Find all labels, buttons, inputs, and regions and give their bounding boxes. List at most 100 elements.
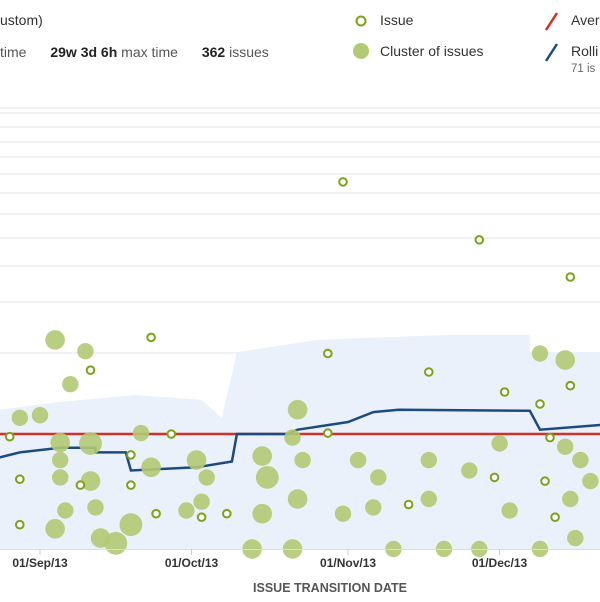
issue-point xyxy=(166,429,177,439)
cluster-point xyxy=(52,469,69,486)
cluster-point xyxy=(287,399,308,420)
issue-point xyxy=(540,476,550,486)
cluster-point xyxy=(531,540,549,558)
stats-row: time 29w 3d 6h max time 362 issues xyxy=(0,44,269,60)
issue-point xyxy=(75,480,86,490)
issue-point xyxy=(403,499,414,510)
issue-point xyxy=(151,508,161,519)
legend-cluster[interactable]: Cluster of issues xyxy=(380,43,483,59)
legend-rolling-icon xyxy=(544,43,559,62)
cluster-point xyxy=(50,432,70,453)
x-axis-title: ISSUE TRANSITION DATE xyxy=(253,581,407,595)
x-tick-label: 01/Nov/13 xyxy=(320,556,376,570)
issue-point xyxy=(4,431,15,442)
issue-point xyxy=(196,512,207,523)
cluster-point xyxy=(141,457,161,478)
cluster-point xyxy=(334,505,352,522)
cluster-point xyxy=(45,519,65,539)
cluster-point xyxy=(57,502,74,519)
cluster-point xyxy=(242,539,262,559)
issue-point xyxy=(535,399,545,409)
x-tick-label: 01/Oct/13 xyxy=(165,556,219,570)
cluster-point xyxy=(531,345,549,362)
issue-point xyxy=(338,177,348,187)
cluster-point xyxy=(52,451,69,469)
cluster-point xyxy=(471,540,488,558)
cluster-point xyxy=(567,529,584,547)
issue-point xyxy=(424,367,434,377)
issue-point xyxy=(474,235,485,245)
cluster-point xyxy=(572,451,589,469)
cluster-point xyxy=(193,493,210,510)
legend-average-label: Aver xyxy=(571,12,600,28)
cluster-point xyxy=(420,451,437,469)
cluster-point xyxy=(557,438,574,455)
cluster-point xyxy=(119,513,143,537)
rolling-average-line xyxy=(0,408,600,472)
cluster-point xyxy=(252,503,272,524)
issue-point xyxy=(499,387,510,397)
cluster-point xyxy=(104,531,128,555)
legend-rolling[interactable]: Rolli xyxy=(571,43,598,59)
max-time-label: max time xyxy=(121,44,178,60)
cluster-point xyxy=(62,376,79,393)
issue-point xyxy=(323,428,333,438)
cluster-point xyxy=(11,409,29,426)
cluster-point xyxy=(252,446,272,466)
x-tick-label: 01/Dec/13 xyxy=(472,556,528,570)
legend-rolling-label: Rolli xyxy=(571,43,599,59)
legend-issue-icon xyxy=(355,15,367,27)
cluster-point xyxy=(461,462,478,479)
issue-point xyxy=(565,272,576,282)
issue-point xyxy=(14,474,25,485)
legend-cluster-icon xyxy=(353,43,369,59)
issue-point xyxy=(489,472,500,483)
cluster-point xyxy=(132,424,150,442)
max-time-value: 29w 3d 6h xyxy=(50,44,118,60)
issue-point xyxy=(565,380,576,391)
cluster-point xyxy=(501,502,518,519)
cluster-point xyxy=(385,540,402,558)
legend-cluster-label: Cluster of issues xyxy=(380,43,484,59)
cluster-point xyxy=(178,502,195,519)
cluster-point xyxy=(87,499,104,516)
cluster-point xyxy=(198,469,215,486)
legend-rolling-sub: 71 is xyxy=(571,63,595,75)
cluster-point xyxy=(582,472,599,490)
issue-point xyxy=(323,348,333,359)
cluster-point xyxy=(255,466,279,489)
cluster-point xyxy=(287,489,308,509)
legend-rolling-sub-label: 71 is xyxy=(571,63,596,75)
cluster-point xyxy=(282,539,303,559)
cluster-point xyxy=(186,450,207,470)
cluster-point xyxy=(77,343,94,360)
legend-issue-label: Issue xyxy=(380,12,414,28)
cluster-point xyxy=(31,407,49,424)
stat-label: time xyxy=(0,44,27,60)
title-fragment: ustom) xyxy=(0,12,43,28)
std-deviation-band xyxy=(0,334,600,549)
issue-point xyxy=(126,480,136,490)
issue-count-value: 362 xyxy=(201,44,226,60)
issue-point xyxy=(222,508,232,519)
issue-count-label: issues xyxy=(229,44,269,60)
issue-point xyxy=(14,519,25,530)
cluster-point xyxy=(294,451,311,469)
cluster-point xyxy=(80,471,101,491)
cluster-point xyxy=(420,490,437,508)
x-tick-label: 01/Sep/13 xyxy=(12,556,68,570)
cluster-point xyxy=(555,350,575,370)
legend-issue[interactable]: Issue xyxy=(380,12,413,28)
cluster-point xyxy=(562,490,579,508)
cluster-point xyxy=(370,469,387,486)
cluster-point xyxy=(90,528,111,548)
cluster-point xyxy=(284,429,301,446)
cluster-point xyxy=(45,330,65,350)
issue-point xyxy=(85,365,96,376)
cluster-point xyxy=(79,432,102,455)
issue-point xyxy=(126,450,136,460)
legend-average[interactable]: Aver xyxy=(571,12,600,28)
cluster-point xyxy=(491,435,508,452)
chart-title: ustom) xyxy=(0,12,43,28)
